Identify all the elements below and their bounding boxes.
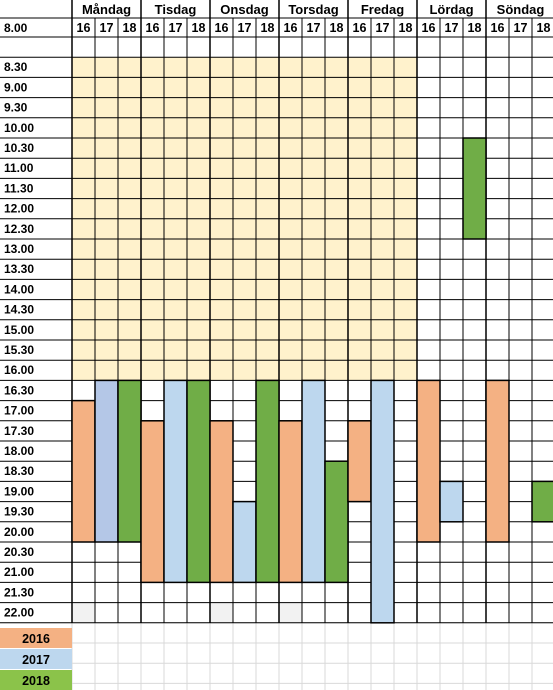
legend-label: 2018	[22, 674, 50, 688]
year-header: 18	[192, 21, 206, 35]
time-label: 21.00	[4, 565, 34, 579]
year-header: 17	[307, 21, 321, 35]
time-label: 14.30	[4, 303, 34, 317]
schedule-bar-onsdag-18	[255, 379, 280, 584]
legend-swatch-2017	[0, 649, 72, 669]
year-header: 16	[491, 21, 505, 35]
time-label: 16.00	[4, 363, 34, 377]
time-label: 12.30	[4, 222, 34, 236]
schedule-bar-tisdag-16	[140, 420, 165, 584]
year-header: 18	[123, 21, 137, 35]
time-label: 11.00	[4, 161, 34, 175]
time-label: 13.30	[4, 262, 34, 276]
time-label: 9.00	[4, 80, 28, 94]
time-label: 20.30	[4, 545, 34, 559]
day-header: Fredag	[361, 2, 404, 17]
time-label: 8.00	[4, 21, 28, 35]
legend-label: 2017	[22, 653, 50, 667]
day-header: Lördag	[429, 2, 473, 17]
year-header: 16	[284, 21, 298, 35]
time-label: 12.00	[4, 202, 34, 216]
time-label: 22.00	[4, 606, 34, 620]
legend-label: 2016	[22, 632, 50, 646]
year-header: 17	[169, 21, 183, 35]
schedule-bar-lördag-17	[439, 480, 464, 523]
legend-swatch-2016	[0, 628, 72, 648]
time-label: 21.30	[4, 585, 34, 599]
time-label: 18.30	[4, 464, 34, 478]
time-label: 10.30	[4, 141, 34, 155]
time-label: 13.00	[4, 242, 34, 256]
year-header: 18	[399, 21, 413, 35]
schedule-bar-onsdag-16	[209, 420, 234, 584]
schedule-bar-torsdag-18	[324, 460, 349, 584]
day-header: Söndag	[497, 2, 545, 17]
time-label: 15.00	[4, 323, 34, 337]
time-label: 17.30	[4, 424, 34, 438]
year-header: 18	[330, 21, 344, 35]
year-header: 16	[146, 21, 160, 35]
time-label: 10.00	[4, 121, 34, 135]
table-text: Måndag Tisdag Onsdag Torsdag Fredag Lördag Sön…	[4, 2, 550, 620]
schedule-bar-söndag-18	[531, 480, 553, 523]
time-bars	[71, 137, 553, 624]
empty-area-gridlines	[0, 622, 553, 690]
time-label: 20.00	[4, 525, 34, 539]
legend: 2016 2017 2018	[0, 628, 72, 690]
schedule-bar-torsdag-17	[301, 379, 326, 584]
schedule-bar-tisdag-17	[163, 379, 188, 584]
schedule-bar-lördag-16	[416, 379, 441, 543]
time-label: 11.30	[4, 181, 34, 195]
time-label: 17.00	[4, 404, 34, 418]
faint-cell	[279, 602, 302, 623]
schedule-bar-måndag-16	[71, 399, 96, 543]
faint-cell	[72, 602, 95, 623]
time-label: 9.30	[4, 101, 28, 115]
time-label: 18.00	[4, 444, 34, 458]
schedule-bar-lördag-18	[462, 137, 487, 240]
year-header: 16	[422, 21, 436, 35]
year-header: 16	[353, 21, 367, 35]
year-header: 17	[445, 21, 459, 35]
year-header: 18	[261, 21, 275, 35]
time-label: 15.30	[4, 343, 34, 357]
schedule-bar-söndag-16	[485, 379, 510, 543]
schedule-bar-fredag-16	[347, 420, 372, 503]
day-header: Måndag	[82, 2, 131, 17]
year-header: 16	[215, 21, 229, 35]
schedule-bar-torsdag-16	[278, 420, 303, 584]
year-header: 18	[468, 21, 482, 35]
schedule-bar-måndag-18	[117, 379, 142, 543]
year-header: 17	[514, 21, 528, 35]
year-header: 17	[238, 21, 252, 35]
time-label: 8.30	[4, 60, 28, 74]
year-header: 18	[537, 21, 551, 35]
time-label: 14.00	[4, 282, 34, 296]
schedule-bar-onsdag-17	[232, 500, 257, 584]
day-header: Onsdag	[220, 2, 268, 17]
time-label: 19.30	[4, 505, 34, 519]
time-label: 16.30	[4, 383, 34, 397]
schedule-bar-fredag-17	[370, 379, 395, 624]
time-label: 19.00	[4, 484, 34, 498]
legend-swatch-2018	[0, 670, 72, 690]
day-header: Torsdag	[288, 2, 338, 17]
year-header: 17	[100, 21, 114, 35]
year-header: 17	[376, 21, 390, 35]
schedule-bar-tisdag-18	[186, 379, 211, 584]
year-header: 16	[77, 21, 91, 35]
faint-cell	[210, 602, 233, 623]
schedule-bar-måndag-17	[94, 379, 119, 543]
day-header: Tisdag	[155, 2, 197, 17]
